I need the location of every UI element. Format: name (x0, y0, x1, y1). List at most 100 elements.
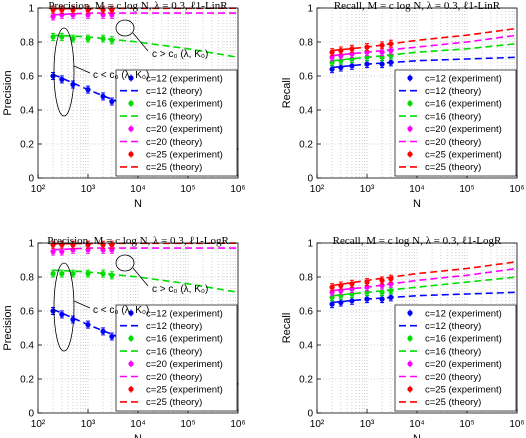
legend-label: c=12 (theory) (146, 86, 202, 97)
legend-label: c=20 (theory) (425, 137, 481, 148)
chart-panel-3: 10² 10³ 10⁴ 10⁵ 10⁶ 0 0.2 0.4 0.6 0.8 1 Precision, … (2, 235, 246, 438)
chart-panel-4: 10² 10³ 10⁴ 10⁵ 10⁶ 0 0.2 0.4 0.6 0.8 1 Recall, M =… (281, 235, 525, 438)
x-tick-label: 10² (31, 184, 46, 195)
legend-label: c=20 (experiment) (146, 359, 223, 370)
x-axis-label: N (413, 433, 421, 438)
legend-entry: c=16 (theory) (120, 111, 202, 122)
y-tick-label: 1 (307, 4, 313, 15)
theory-line (332, 291, 518, 304)
legend-swatch-marker (128, 126, 134, 132)
x-tick-label: 10⁶ (230, 184, 245, 195)
data-point (59, 76, 65, 82)
theory-line (332, 27, 518, 52)
legend-label: c=20 (theory) (146, 137, 202, 148)
x-tick-label: 10³ (360, 419, 375, 430)
legend-label: c=16 (theory) (146, 111, 202, 122)
y-tick-label: 1 (28, 4, 34, 15)
legend-swatch-marker (407, 335, 413, 341)
y-tick-label: 0.4 (299, 106, 313, 117)
y-tick-label: 0.4 (20, 106, 34, 117)
legend-label: c=12 (experiment) (146, 308, 223, 319)
legend-label: c=12 (theory) (425, 321, 481, 332)
annotation-text: c > c₀ (λ, K₀) (152, 49, 208, 60)
legend-entry: c=12 (theory) (399, 321, 481, 332)
legend-entry: c=16 (experiment) (128, 99, 223, 110)
annotation-arrow (132, 267, 149, 287)
annotation-text: c < c₀ (λ, K₀) (93, 70, 149, 81)
chart-panel-1: 10² 10³ 10⁴ 10⁵ 10⁶ 0 0.2 0.4 0.6 0.8 1 Precision, … (2, 0, 246, 210)
annotation-text: c < c₀ (λ, K₀) (93, 305, 149, 316)
highlight-ellipse (53, 27, 75, 117)
legend-swatch-marker (407, 100, 413, 106)
legend-entry: c=20 (theory) (399, 372, 481, 383)
legend-label: c=16 (experiment) (425, 99, 502, 110)
series-theory-2 (332, 56, 518, 69)
theory-line (332, 267, 518, 292)
legend-entry: c=25 (experiment) (128, 150, 223, 161)
data-point (349, 46, 355, 52)
y-tick-label: 0.6 (20, 72, 34, 83)
legend-label: c=25 (experiment) (146, 385, 223, 396)
theory-line (332, 34, 518, 57)
series-theory-8 (53, 242, 239, 245)
x-axis-label: N (134, 433, 142, 438)
x-axis-label: N (413, 198, 421, 210)
x-tick-label: 10⁴ (409, 184, 424, 195)
series-theory-8 (53, 7, 239, 10)
data-point (349, 298, 355, 304)
legend-label: c=25 (experiment) (425, 385, 502, 396)
legend-swatch-marker (128, 310, 134, 316)
chart-title: Precision, M = c log N, λ = 0.3, ℓ1-LinR (48, 0, 228, 12)
legend-swatch-marker (128, 75, 134, 81)
legend-label: c=12 (experiment) (425, 73, 502, 84)
data-point (338, 282, 344, 289)
legend-entry: c=20 (experiment) (128, 124, 223, 135)
data-point (50, 271, 56, 277)
data-point (59, 311, 65, 317)
series-theory-2 (332, 291, 518, 304)
annotations: c > c₀ (λ, K₀)c < c₀ (λ, K₀) (53, 254, 208, 352)
x-tick-label: 10³ (81, 184, 96, 195)
legend-entry: c=16 (theory) (399, 346, 481, 357)
x-tick-label: 10³ (360, 184, 375, 195)
y-tick-label: 0 (307, 174, 313, 185)
legend-swatch-marker (128, 361, 134, 367)
x-tick-label: 10² (31, 419, 46, 430)
legend-entry: c=12 (experiment) (128, 73, 223, 84)
legend-swatch-marker (128, 335, 134, 341)
legend-entry: c=16 (experiment) (407, 334, 502, 345)
legend-entry: c=25 (theory) (399, 397, 481, 408)
legend-label: c=20 (theory) (425, 372, 481, 383)
theory-line (53, 269, 239, 294)
legend-entry: c=16 (theory) (399, 111, 481, 122)
x-tick-label: 10⁶ (230, 419, 245, 430)
x-axis-label: N (134, 198, 142, 210)
legend-label: c=25 (theory) (146, 397, 202, 408)
series-theory-6 (53, 12, 238, 16)
y-tick-label: 0.8 (20, 273, 34, 284)
y-tick-label: 0.6 (299, 72, 313, 83)
data-point (100, 93, 106, 99)
theory-line (332, 42, 518, 62)
legend-entry: c=25 (experiment) (128, 385, 223, 396)
data-point (59, 34, 65, 40)
series-theory-4 (53, 34, 239, 59)
legend-label: c=25 (theory) (425, 162, 481, 173)
series-theory-6 (53, 247, 238, 251)
legend-box (115, 304, 238, 412)
theory-line (53, 247, 238, 251)
legend-entry: c=16 (theory) (120, 346, 202, 357)
x-tick-label: 10⁴ (130, 184, 145, 195)
series-theory-6 (332, 267, 518, 292)
legend-swatch-marker (128, 151, 134, 157)
x-tick-label: 10⁵ (180, 184, 195, 195)
y-tick-label: 0.6 (299, 307, 313, 318)
legend-entry: c=20 (theory) (399, 137, 481, 148)
x-tick-label: 10³ (81, 419, 96, 430)
y-tick-label: 0.4 (299, 341, 313, 352)
y-tick-label: 0.4 (20, 341, 34, 352)
series-experiment-7 (329, 274, 394, 292)
legend-entry: c=12 (theory) (399, 86, 481, 97)
series-experiment-7 (50, 5, 115, 14)
